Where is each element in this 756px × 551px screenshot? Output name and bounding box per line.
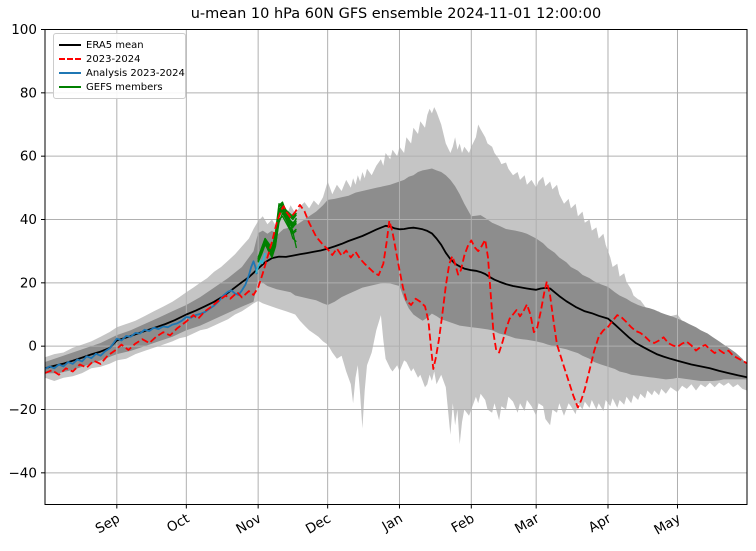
y-tick-label: −20 bbox=[9, 402, 38, 418]
x-tick-label: Mar bbox=[512, 510, 542, 537]
legend-label: 2023-2024 bbox=[86, 53, 141, 65]
y-tick-label: 0 bbox=[28, 339, 37, 355]
plot-border bbox=[44, 29, 748, 505]
dark-climatology-band bbox=[45, 168, 747, 381]
legend-item-era5-mean: ERA5 mean bbox=[59, 38, 179, 52]
y-tick-label: 80 bbox=[20, 85, 37, 101]
y-tick-label: 100 bbox=[11, 22, 37, 38]
legend-item-analysis: Analysis 2023-2024 bbox=[59, 66, 185, 80]
legend-item-gefs-members: GEFS members bbox=[59, 80, 179, 94]
season-dashed-line-icon bbox=[59, 58, 81, 60]
era5-mean-line bbox=[44, 224, 748, 379]
x-tick-label: May bbox=[651, 511, 683, 539]
gefs-members-line-icon bbox=[59, 86, 81, 88]
y-tick-label: 40 bbox=[20, 212, 37, 228]
x-tick-label: Sep bbox=[93, 511, 123, 538]
x-tick-label: Dec bbox=[303, 511, 334, 538]
y-tick-label: 20 bbox=[20, 275, 37, 291]
legend: ERA5 mean 2023-2024 Analysis 2023-2024 G… bbox=[53, 33, 186, 99]
legend-item-2023-2024: 2023-2024 bbox=[59, 52, 179, 66]
legend-label: ERA5 mean bbox=[86, 39, 144, 51]
analysis-line-icon bbox=[59, 72, 81, 74]
x-axis: Sep Oct Nov Dec Jan Feb Mar Apr May bbox=[93, 504, 683, 539]
y-tick-label: 60 bbox=[20, 149, 37, 165]
series-lines bbox=[44, 201, 748, 409]
analysis-recent-segment bbox=[254, 252, 266, 274]
analysis-2023-2024-line bbox=[44, 260, 258, 370]
y-axis: 100 80 60 40 20 0 −20 −40 bbox=[9, 22, 45, 481]
x-tick-label: Oct bbox=[164, 511, 192, 537]
x-tick-label: Nov bbox=[233, 511, 264, 538]
chart-title: u-mean 10 hPa 60N GFS ensemble 2024-11-0… bbox=[191, 6, 602, 22]
season-2023-2024-line bbox=[44, 204, 748, 409]
legend-label: Analysis 2023-2024 bbox=[86, 67, 185, 79]
x-tick-label: Feb bbox=[449, 511, 478, 537]
legend-label: GEFS members bbox=[86, 81, 163, 93]
y-tick-label: −40 bbox=[9, 465, 38, 481]
climatology-bands bbox=[45, 107, 747, 445]
era5-mean-line-icon bbox=[59, 44, 81, 46]
x-tick-label: Apr bbox=[586, 510, 615, 536]
x-tick-label: Jan bbox=[379, 511, 406, 536]
